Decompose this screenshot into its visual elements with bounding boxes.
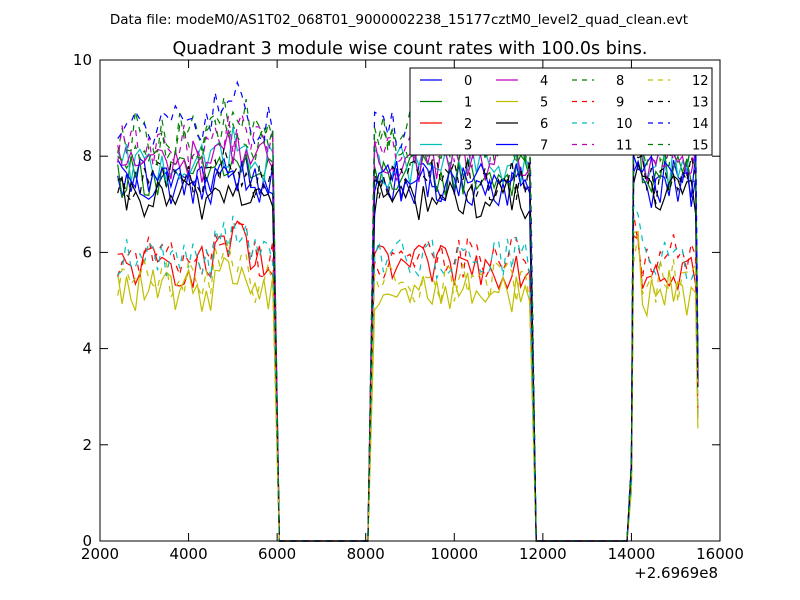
x-tick-label: 12000	[519, 545, 567, 563]
series-line-13	[117, 147, 699, 542]
legend-label: 5	[540, 96, 548, 111]
legend-label: 13	[692, 96, 709, 111]
chart-title: Quadrant 3 module wise count rates with …	[173, 39, 648, 59]
x-axis: 2000 4000 6000 8000 10000 12000 14000 16000	[81, 60, 744, 563]
series-line-2	[117, 220, 699, 542]
series-line-10	[117, 204, 699, 542]
legend-label: 9	[616, 96, 624, 111]
legend-label: 1	[464, 96, 472, 111]
legend-label: 2	[464, 117, 472, 132]
x-tick-label: 16000	[696, 545, 744, 563]
x-tick-label: 14000	[608, 545, 656, 563]
y-tick-label: 0	[82, 532, 92, 550]
x-tick-label: 4000	[169, 545, 207, 563]
y-tick-label: 8	[82, 147, 92, 165]
x-tick-label: 6000	[258, 545, 296, 563]
x-tick-label: 8000	[347, 545, 385, 563]
data-file-label: Data file: modeM0/AS1T02_068T01_90000022…	[110, 12, 688, 28]
x-tick-label: 2000	[81, 545, 119, 563]
x-offset-label: +2.6969e8	[634, 564, 718, 582]
legend-label: 11	[616, 139, 633, 154]
series-line-0	[117, 157, 699, 542]
y-tick-label: 6	[82, 243, 92, 261]
y-tick-label: 10	[73, 51, 92, 69]
series-line-6	[117, 162, 699, 542]
legend-label: 6	[540, 117, 548, 132]
legend-label: 8	[616, 74, 624, 89]
y-tick-label: 2	[82, 436, 92, 454]
plot-lines	[117, 76, 699, 542]
legend-label: 12	[692, 74, 709, 89]
legend-label: 7	[540, 139, 548, 154]
legend-label: 3	[464, 139, 472, 154]
series-line-7	[117, 154, 699, 542]
legend-label: 15	[692, 139, 709, 154]
x-tick-label: 10000	[430, 545, 478, 563]
series-line-15	[117, 100, 699, 542]
plot-frame	[99, 59, 721, 542]
legend-label: 0	[464, 74, 472, 89]
legend-label: 14	[692, 117, 709, 132]
legend-box	[409, 67, 713, 156]
legend-label: 10	[616, 117, 633, 132]
y-tick-label: 4	[82, 340, 92, 358]
series-line-12	[117, 234, 699, 542]
legend-label: 4	[540, 74, 548, 89]
